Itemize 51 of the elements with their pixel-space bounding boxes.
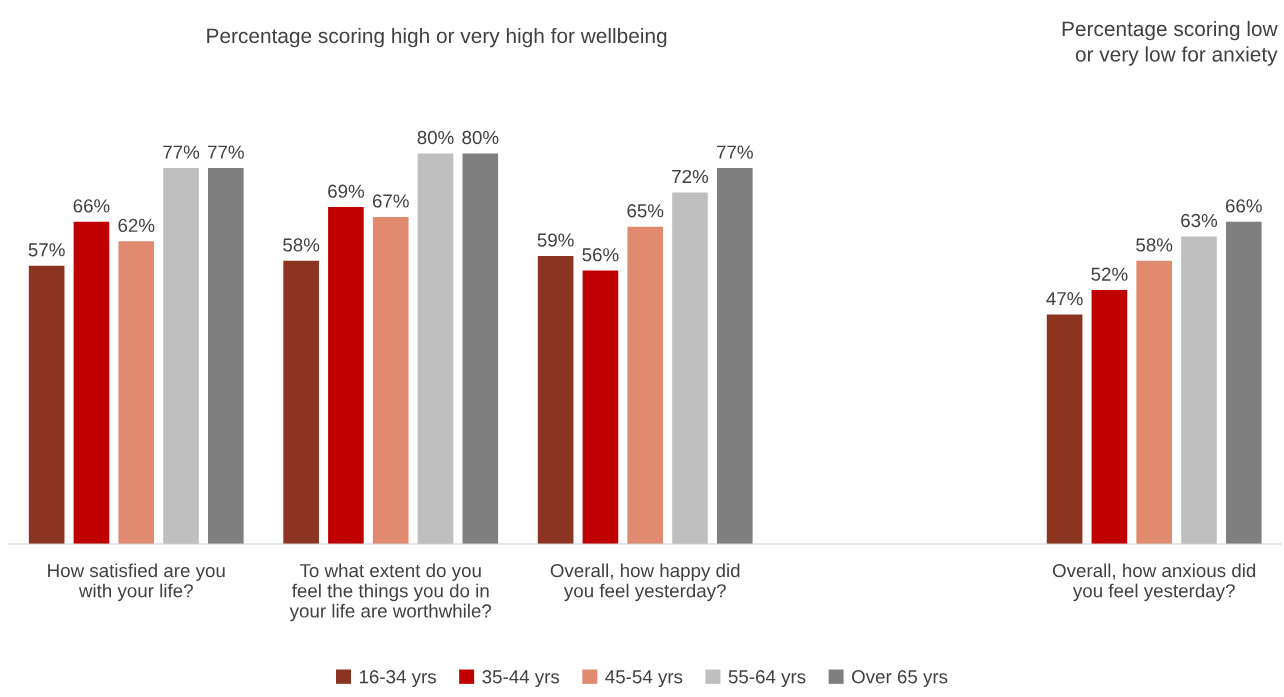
- data-label: 65%: [627, 204, 664, 218]
- bar: [1046, 314, 1083, 545]
- data-label: 77%: [716, 145, 753, 159]
- data-label: 56%: [582, 248, 619, 262]
- bar: [1181, 236, 1217, 545]
- data-label: 62%: [118, 218, 155, 233]
- data-label: 63%: [1181, 213, 1218, 228]
- bar: [417, 153, 454, 545]
- bar: [1225, 221, 1262, 545]
- data-label: 59%: [537, 233, 574, 247]
- data-label: 58%: [283, 238, 320, 252]
- bar: [372, 216, 409, 545]
- x-tick-label: Overall, how anxious did you feel yesterday?: [1052, 563, 1256, 602]
- data-label: 66%: [73, 199, 110, 213]
- data-label: 66%: [1225, 199, 1262, 213]
- bar: [208, 168, 244, 545]
- bar: [627, 226, 664, 545]
- legend-label: 55-64 yrs: [728, 670, 806, 688]
- bar: [73, 221, 110, 545]
- bar: [328, 207, 364, 545]
- legend-label: 16-34 yrs: [359, 670, 436, 688]
- data-label: 72%: [672, 169, 709, 184]
- bar: [283, 260, 319, 545]
- data-label: 80%: [417, 130, 454, 145]
- legend-label: 35-44 yrs: [482, 670, 560, 688]
- bar: [716, 168, 753, 545]
- bar: [1136, 260, 1172, 545]
- data-label: 52%: [1091, 267, 1128, 281]
- data-label: 67%: [372, 194, 409, 208]
- x-tick-label: Overall, how happy did you feel yesterday?: [550, 563, 740, 602]
- data-label: 77%: [208, 145, 244, 159]
- bar: [118, 241, 155, 545]
- bar: [537, 255, 574, 545]
- bar: [28, 265, 65, 545]
- bar: [462, 153, 499, 545]
- bar: [582, 270, 619, 545]
- legend-label: 45-54 yrs: [605, 670, 683, 688]
- legend-label: Over 65 yrs: [852, 670, 948, 688]
- x-tick-label: How satisfied are you with your life?: [48, 563, 225, 602]
- text: Percentage scoring high or very high for wellbeing: [207, 27, 667, 48]
- data-label: 58%: [1136, 238, 1173, 252]
- bar: [1091, 290, 1128, 545]
- data-label: 69%: [328, 184, 365, 198]
- data-label: 77%: [163, 145, 200, 159]
- bar: [672, 192, 708, 545]
- data-label: 57%: [28, 243, 65, 257]
- text: Percentage scoring low or very low for anxiety: [1062, 20, 1278, 66]
- bar: [163, 168, 199, 545]
- x-tick-label: To what extent do you feel the things you do in your life are worthwhile?: [289, 563, 492, 622]
- data-label: 80%: [462, 130, 499, 145]
- data-label: 47%: [1046, 292, 1083, 306]
